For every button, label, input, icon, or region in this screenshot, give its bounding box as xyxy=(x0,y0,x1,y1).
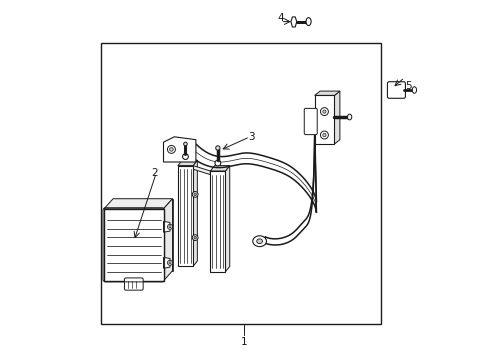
Polygon shape xyxy=(314,95,334,144)
Ellipse shape xyxy=(192,192,198,197)
Polygon shape xyxy=(104,209,163,281)
Ellipse shape xyxy=(194,193,196,196)
Ellipse shape xyxy=(322,134,325,137)
Ellipse shape xyxy=(167,145,175,153)
Ellipse shape xyxy=(167,260,172,265)
Ellipse shape xyxy=(347,114,351,120)
Polygon shape xyxy=(178,166,193,266)
Ellipse shape xyxy=(182,154,188,159)
Polygon shape xyxy=(104,199,172,209)
Ellipse shape xyxy=(305,18,310,26)
Polygon shape xyxy=(314,91,339,95)
Text: 3: 3 xyxy=(248,132,254,142)
Polygon shape xyxy=(113,199,172,271)
Ellipse shape xyxy=(168,262,171,264)
Ellipse shape xyxy=(167,224,172,229)
Ellipse shape xyxy=(215,160,220,166)
Text: 1: 1 xyxy=(241,337,247,347)
Ellipse shape xyxy=(322,110,325,113)
Ellipse shape xyxy=(194,236,196,239)
Ellipse shape xyxy=(411,87,416,93)
Ellipse shape xyxy=(256,239,262,244)
Polygon shape xyxy=(210,171,225,272)
Polygon shape xyxy=(193,160,197,266)
Polygon shape xyxy=(163,199,172,281)
Text: 2: 2 xyxy=(151,168,158,178)
Ellipse shape xyxy=(183,142,187,146)
Ellipse shape xyxy=(169,148,173,151)
Bar xyxy=(101,43,381,324)
Polygon shape xyxy=(210,166,229,171)
Ellipse shape xyxy=(215,146,220,150)
Ellipse shape xyxy=(168,226,171,228)
Polygon shape xyxy=(163,137,196,162)
Polygon shape xyxy=(163,221,170,232)
Polygon shape xyxy=(334,91,339,144)
Ellipse shape xyxy=(320,108,328,116)
Text: 4: 4 xyxy=(277,13,283,23)
Polygon shape xyxy=(225,166,229,272)
FancyBboxPatch shape xyxy=(386,82,405,98)
FancyBboxPatch shape xyxy=(124,278,143,290)
Polygon shape xyxy=(193,166,210,175)
Ellipse shape xyxy=(192,235,198,240)
Polygon shape xyxy=(290,17,296,27)
FancyBboxPatch shape xyxy=(304,108,317,135)
Polygon shape xyxy=(163,257,170,268)
Polygon shape xyxy=(178,160,197,166)
Ellipse shape xyxy=(320,131,328,139)
Ellipse shape xyxy=(252,236,266,247)
Text: 5: 5 xyxy=(404,81,411,91)
